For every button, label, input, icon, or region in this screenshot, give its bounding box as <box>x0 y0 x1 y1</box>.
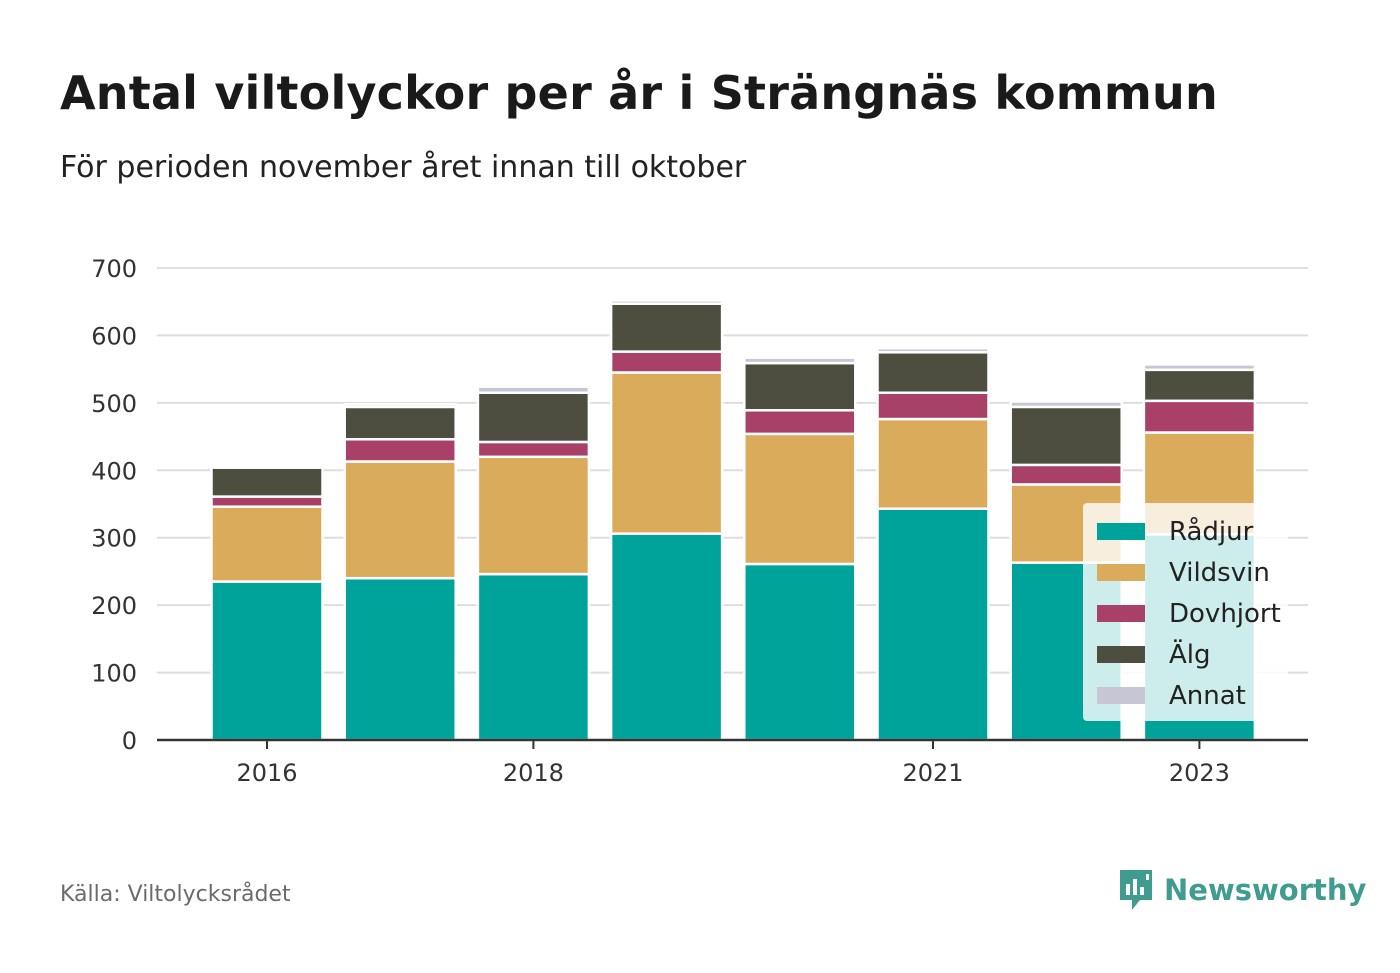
bar-segment-vildsvin-2016 <box>210 505 324 583</box>
y-tick-label: 500 <box>91 390 137 418</box>
legend-item: Rådjur <box>1083 511 1288 552</box>
bar-segment-vildsvin-2021 <box>876 417 990 510</box>
x-tick-label: 2018 <box>503 759 564 787</box>
bar-segment-älg-2020 <box>743 361 857 412</box>
bar-segment-rådjur-2019 <box>609 532 724 742</box>
legend-swatch <box>1097 646 1145 663</box>
bar-segment-dovhjort-2019 <box>609 350 724 374</box>
bar-segment-rådjur-2018 <box>476 572 591 742</box>
legend-label: Vildsvin <box>1169 557 1270 588</box>
y-tick-label: 600 <box>91 322 137 350</box>
brand-logo[interactable]: Newsworthy <box>1118 868 1366 912</box>
bar-segment-annat-2016 <box>210 464 324 469</box>
bar-segment-älg-2019 <box>609 302 724 353</box>
bar-segment-annat-2019 <box>609 299 724 305</box>
bar-segment-vildsvin-2019 <box>609 371 724 535</box>
bar-segment-dovhjort-2023 <box>1142 399 1257 434</box>
bar-segment-älg-2023 <box>1142 368 1257 403</box>
chart-subtitle: För perioden november året innan till ok… <box>60 150 747 185</box>
legend-swatch <box>1097 687 1145 704</box>
legend-label: Annat <box>1169 680 1246 711</box>
legend-swatch <box>1097 605 1145 622</box>
bar-segment-älg-2022 <box>1009 405 1123 467</box>
chart-title: Antal viltolyckor per år i Strängnäs kom… <box>60 66 1218 120</box>
bar-segment-annat-2021 <box>876 346 990 354</box>
x-tick-label: 2021 <box>902 759 963 787</box>
legend-label: Rådjur <box>1169 516 1254 547</box>
bar-segment-dovhjort-2016 <box>210 495 324 508</box>
y-tick-label: 100 <box>91 660 137 688</box>
axes: 0 100 200 300 400 500 600 700 2016 2018 2021 2023 <box>91 255 1308 787</box>
legend-label: Älg <box>1169 639 1211 670</box>
legend-swatch <box>1097 564 1145 581</box>
legend-item: Älg <box>1083 634 1288 675</box>
y-tick-label: 300 <box>91 525 137 553</box>
y-tick-label: 700 <box>91 255 137 283</box>
bar-segment-dovhjort-2022 <box>1009 463 1123 486</box>
legend-item: Vildsvin <box>1083 552 1288 593</box>
bar-segment-dovhjort-2021 <box>876 391 990 421</box>
legend: Rådjur Vildsvin Dovhjort Älg Annat <box>1083 503 1288 721</box>
bar-segment-annat-2022 <box>1009 400 1123 409</box>
x-tick-label: 2023 <box>1169 759 1230 787</box>
bar-segment-vildsvin-2020 <box>743 432 857 566</box>
bar-segment-älg-2021 <box>876 351 990 394</box>
brand-name: Newsworthy <box>1164 873 1367 907</box>
y-tick-label: 0 <box>122 727 137 755</box>
source-note: Källa: Viltolycksrådet <box>60 882 291 907</box>
bar-segment-älg-2016 <box>210 466 324 498</box>
legend-item: Dovhjort <box>1083 593 1288 634</box>
bar-segment-dovhjort-2018 <box>476 440 591 459</box>
bar-segment-vildsvin-2017 <box>343 460 457 580</box>
bar-segment-annat-2023 <box>1142 363 1257 372</box>
x-tick-label: 2016 <box>236 759 297 787</box>
legend-label: Dovhjort <box>1169 598 1281 629</box>
bar-segment-älg-2018 <box>476 391 591 444</box>
bar-segment-rådjur-2021 <box>876 507 990 742</box>
bar-segment-vildsvin-2018 <box>476 455 591 576</box>
bar-segment-rådjur-2017 <box>343 576 457 742</box>
bar-segment-älg-2017 <box>343 405 457 441</box>
bar-segment-annat-2020 <box>743 356 857 365</box>
legend-swatch <box>1097 523 1145 540</box>
y-tick-label: 400 <box>91 457 137 485</box>
bar-segment-dovhjort-2017 <box>343 438 457 463</box>
bar-segment-annat-2018 <box>476 385 591 394</box>
bar-segment-rådjur-2020 <box>743 562 857 742</box>
bar-chart-speech-bubble-icon <box>1120 870 1152 910</box>
bar-segment-rådjur-2016 <box>210 580 324 742</box>
bar-segment-dovhjort-2020 <box>743 409 857 436</box>
bar-segment-annat-2017 <box>343 402 457 409</box>
y-tick-label: 200 <box>91 592 137 620</box>
legend-item: Annat <box>1083 675 1288 716</box>
